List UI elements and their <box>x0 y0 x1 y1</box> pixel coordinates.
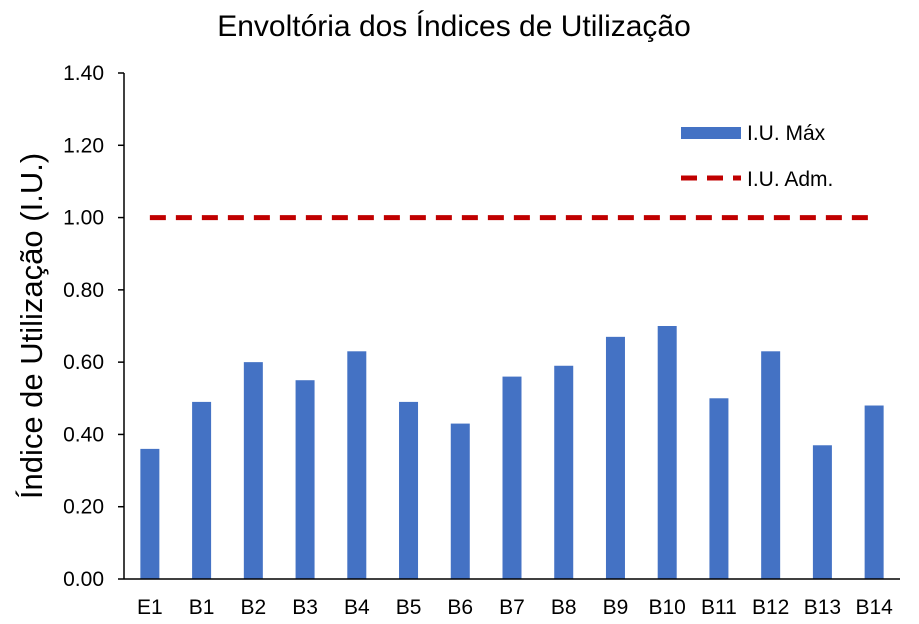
bar <box>347 351 367 579</box>
x-tick-label: B10 <box>649 596 686 619</box>
x-tick-label: B4 <box>344 596 370 619</box>
x-tick-label: B6 <box>447 596 473 619</box>
chart-title: Envoltória dos Índices de Utilização <box>217 10 691 43</box>
bar <box>140 448 160 579</box>
x-tick-label: B3 <box>292 596 318 619</box>
y-tick-label: 1.20 <box>63 134 104 157</box>
bar <box>295 380 315 579</box>
x-tick-label: B9 <box>603 596 629 619</box>
legend-swatch-bar <box>681 127 741 139</box>
x-tick-label: E1 <box>137 596 163 619</box>
y-tick-label: 0.60 <box>63 351 104 374</box>
bar <box>657 326 677 579</box>
bar <box>812 445 832 579</box>
bar <box>554 365 574 579</box>
x-tick-label: B7 <box>499 596 525 619</box>
y-axis-title: Índice de Utilização (I.U.) <box>14 153 49 499</box>
legend-label-bar: I.U. Máx <box>747 122 826 145</box>
bar <box>864 405 884 579</box>
y-tick-label: 0.20 <box>63 496 104 519</box>
x-ticks: E1 B1 B2 B3 B4 B5 B6 B7 B8 B9 B10 B11 B12 B13 B14 <box>137 596 893 619</box>
y-tick-label: 1.00 <box>63 207 104 230</box>
x-tick-label: B1 <box>189 596 215 619</box>
x-tick-label: B12 <box>752 596 789 619</box>
x-tick-label: B11 <box>701 596 737 619</box>
bar <box>450 423 470 579</box>
y-tick-label: 1.40 <box>63 62 104 85</box>
bar <box>709 398 729 579</box>
x-tick-label: B14 <box>855 596 893 619</box>
legend: I.U. Máx I.U. Adm. <box>681 122 833 191</box>
x-tick-label: B2 <box>240 596 266 619</box>
bar <box>502 376 522 579</box>
bar <box>243 362 263 579</box>
bar <box>399 401 419 579</box>
bar <box>605 336 625 579</box>
bar <box>192 401 212 579</box>
x-tick-label: B8 <box>551 596 577 619</box>
legend-label-line: I.U. Adm. <box>747 168 833 191</box>
x-tick-label: B5 <box>396 596 422 619</box>
y-ticks: 0.00 0.20 0.40 0.60 0.80 1.00 1.20 1.40 <box>63 62 124 591</box>
y-tick-label: 0.80 <box>63 279 104 302</box>
y-tick-label: 0.40 <box>63 423 104 446</box>
bar <box>761 351 781 579</box>
y-tick-label: 0.00 <box>63 568 104 591</box>
bars <box>140 326 884 579</box>
x-tick-label: B13 <box>804 596 841 619</box>
